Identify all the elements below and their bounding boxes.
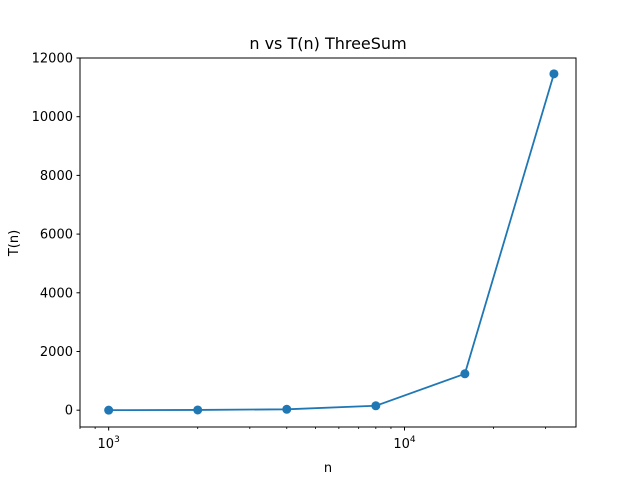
y-tick-label: 8000 [40,169,73,184]
y-tick-label: 10000 [32,110,73,125]
y-tick-label: 0 [65,404,73,419]
axes-frame [79,57,577,428]
y-tick-label: 6000 [40,228,73,243]
data-point [549,69,559,79]
data-point [460,369,470,379]
data-point [282,404,292,414]
data-point [193,405,203,415]
x-tick-label: 103 [98,435,120,452]
y-tick-label: 4000 [40,286,73,301]
chart-title: n vs T(n) ThreeSum [249,34,406,53]
y-tick-label: 12000 [32,52,73,67]
y-tick-label: 2000 [40,345,73,360]
y-axis-label: T(n) [7,230,22,257]
x-tick-label: 104 [393,435,416,452]
data-point [104,405,114,415]
x-axis-label: n [324,461,332,476]
series-line [108,73,555,412]
plot-area [104,69,559,415]
data-point [371,401,381,411]
